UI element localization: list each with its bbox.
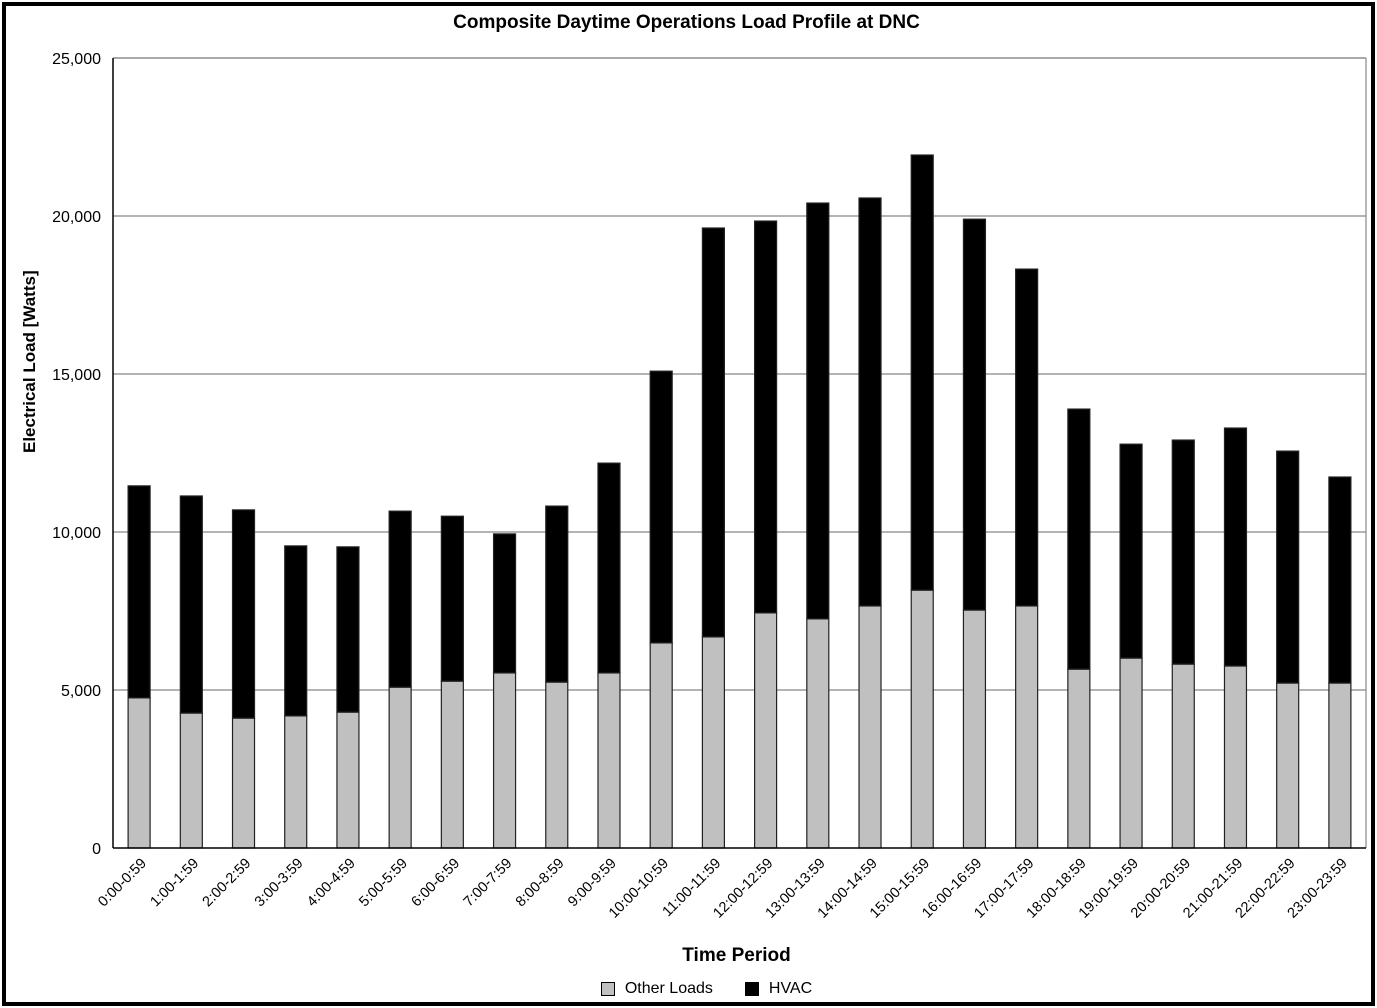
x-tick-label: 7:00-7:59 <box>461 856 516 911</box>
bar-other-loads <box>1223 665 1248 849</box>
x-tick-label: 5:00-5:59 <box>356 856 411 911</box>
bar-other-loads <box>492 672 517 849</box>
bar-other-loads <box>1119 657 1143 849</box>
legend-item-hvac: HVAC <box>744 980 813 998</box>
x-tick-label: 6:00-6:59 <box>409 856 464 911</box>
x-tick-label: 3:00-3:59 <box>252 856 307 911</box>
bar-hvac <box>806 202 830 620</box>
bar-other-loads <box>127 697 151 849</box>
bar-other-loads <box>806 618 830 849</box>
bar-hvac <box>231 509 256 719</box>
x-tick-label: 4:00-4:59 <box>304 856 359 911</box>
legend-swatch-other-loads <box>600 982 615 996</box>
bar-other-loads <box>336 711 360 849</box>
bar-hvac <box>910 154 934 591</box>
bar-hvac <box>701 227 725 638</box>
bar-hvac <box>754 220 778 614</box>
bar-hvac <box>127 485 151 699</box>
bar-hvac <box>284 545 308 717</box>
bar-other-loads <box>1067 668 1091 849</box>
y-tick-label: 15,000 <box>52 367 101 384</box>
x-axis-label: Time Period <box>682 945 791 966</box>
bar-other-loads <box>962 609 987 849</box>
bar-hvac <box>1015 268 1039 607</box>
bar-other-loads <box>858 605 882 849</box>
bar-hvac <box>336 546 360 713</box>
bar-hvac <box>492 533 517 674</box>
bar-hvac <box>1171 439 1195 665</box>
bar-other-loads <box>179 712 203 849</box>
x-tick-label: 8:00-8:59 <box>513 856 568 911</box>
chart-title: Composite Daytime Operations Load Profil… <box>453 12 920 33</box>
bar-other-loads <box>754 612 778 849</box>
y-tick-label: 25,000 <box>52 51 101 68</box>
y-tick-label: 5,000 <box>61 683 101 700</box>
bar-hvac <box>1067 408 1091 670</box>
bar-other-loads <box>440 680 464 849</box>
bar-hvac <box>1119 443 1143 659</box>
y-tick-label: 10,000 <box>52 525 101 542</box>
bar-hvac <box>1223 427 1248 667</box>
bar-hvac <box>962 218 987 611</box>
bar-other-loads <box>545 681 569 849</box>
legend: Other Loads HVAC <box>0 980 1377 998</box>
bar-hvac <box>1276 450 1300 684</box>
bar-hvac <box>649 370 673 644</box>
bar-other-loads <box>1015 605 1039 849</box>
x-tick-label: 0:00-0:59 <box>95 856 150 911</box>
bar-other-loads <box>388 686 412 849</box>
bar-hvac <box>858 197 882 607</box>
y-tick-label: 20,000 <box>52 209 101 226</box>
bar-other-loads <box>284 715 308 849</box>
bar-other-loads <box>597 672 621 849</box>
bar-other-loads <box>1328 682 1352 849</box>
bar-other-loads <box>1171 663 1195 849</box>
bar-other-loads <box>910 589 934 849</box>
legend-label: Other Loads <box>624 980 713 997</box>
x-tick-label: 2:00-2:59 <box>200 856 255 911</box>
bar-other-loads <box>649 642 673 849</box>
bar-other-loads <box>1276 682 1300 849</box>
x-tick-label: 1:00-1:59 <box>147 856 202 911</box>
bar-other-loads <box>231 717 256 849</box>
bar-hvac <box>545 505 569 683</box>
bar-hvac <box>597 462 621 674</box>
bar-other-loads <box>701 636 725 849</box>
bar-hvac <box>440 515 464 682</box>
legend-label: HVAC <box>768 980 813 997</box>
bar-hvac <box>179 495 203 714</box>
legend-item-other-loads: Other Loads <box>600 980 713 998</box>
bar-hvac <box>388 510 412 688</box>
legend-swatch-hvac <box>744 982 759 996</box>
bar-hvac <box>1328 476 1352 684</box>
y-tick-label: 0 <box>92 841 101 858</box>
x-tick-label: 9:00-9:59 <box>565 856 620 911</box>
